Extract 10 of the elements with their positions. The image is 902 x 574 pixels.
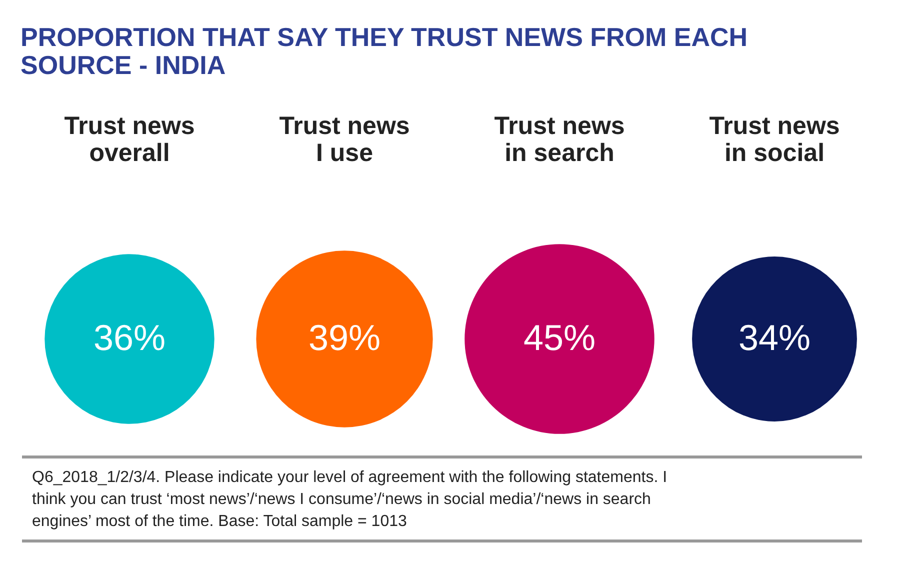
data-label: 36%: [93, 317, 166, 358]
category-label: Trust news in social: [709, 112, 840, 167]
text: PROPORTION THAT SAY THEY TRUST NEWS FROM EACH SOURCE - INDIA: [20, 22, 748, 80]
category-label: Trust news I use: [279, 112, 410, 167]
category-label: Trust news in search: [494, 112, 625, 167]
category-label: Trust news overall: [64, 112, 195, 167]
data-label: 34%: [738, 317, 811, 358]
data-label: 45%: [523, 317, 596, 358]
data-label: 39%: [308, 317, 381, 358]
text: Q6_2018_1/2/3/4. Please indicate your level of agreement with the following statements. I think you can trust ‘most news’/‘news I consume’/‘news in social media’/‘news in search engines’ most of the time. Base: Total sample = 1013: [32, 469, 668, 530]
